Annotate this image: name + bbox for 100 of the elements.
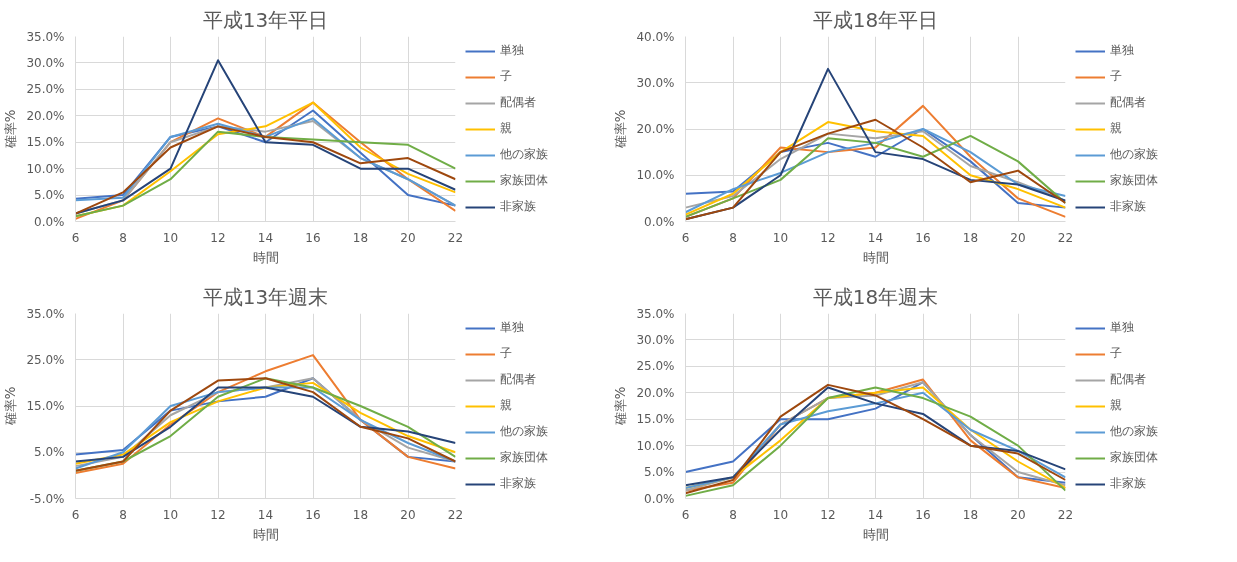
y-tick-label: 35.0% bbox=[26, 29, 65, 44]
legend-label: 親 bbox=[500, 120, 513, 137]
x-tick-label: 6 bbox=[71, 230, 80, 245]
y-tick-label: 25.0% bbox=[26, 82, 65, 97]
y-tick-label: 0.0% bbox=[644, 491, 675, 506]
y-axis-title: 確率% bbox=[613, 109, 629, 150]
y-tick-label: 35.0% bbox=[636, 306, 675, 321]
legend-label: 他の家族 bbox=[1110, 423, 1158, 440]
y-tick-label: 15.0% bbox=[26, 135, 65, 150]
legend-label: 単独 bbox=[500, 42, 524, 59]
y-tick-label: 10.0% bbox=[26, 161, 65, 176]
legend-label: 単独 bbox=[1110, 319, 1134, 336]
legend-label: 配偶者 bbox=[1110, 94, 1146, 111]
x-tick-label: 16 bbox=[305, 507, 321, 522]
x-tick-label: 8 bbox=[729, 507, 737, 522]
x-axis-title: 時間 bbox=[862, 249, 889, 265]
x-tick-label: 6 bbox=[71, 507, 80, 522]
y-tick-label: 20.0% bbox=[26, 108, 65, 123]
y-tick-label: 15.0% bbox=[636, 412, 675, 427]
x-tick-label: 12 bbox=[820, 507, 836, 522]
x-tick-label: 10 bbox=[772, 507, 789, 522]
legend-label: 家族団体 bbox=[500, 172, 548, 189]
x-axis-title: 時間 bbox=[862, 526, 889, 542]
x-tick-label: 18 bbox=[352, 507, 369, 522]
legend-label: 子 bbox=[1110, 68, 1123, 85]
x-tick-label: 16 bbox=[915, 230, 931, 245]
chart-title: 平成18年週末 bbox=[812, 284, 939, 309]
y-tick-label: 30.0% bbox=[636, 332, 675, 347]
y-tick-label: 5.0% bbox=[34, 188, 65, 203]
legend-label: 子 bbox=[500, 68, 513, 85]
y-tick-label: 25.0% bbox=[26, 352, 65, 367]
x-tick-label: 22 bbox=[447, 230, 464, 245]
legend-label: 配偶者 bbox=[1110, 371, 1146, 388]
chart-title: 平成13年週末 bbox=[202, 284, 329, 309]
x-tick-label: 22 bbox=[1057, 507, 1074, 522]
y-tick-label: 10.0% bbox=[636, 438, 675, 453]
legend-label: 非家族 bbox=[1110, 198, 1146, 215]
y-axis-title: 確率% bbox=[613, 386, 629, 427]
x-tick-label: 18 bbox=[962, 507, 979, 522]
y-tick-label: 0.0% bbox=[34, 214, 65, 229]
y-tick-label: 0.0% bbox=[644, 214, 675, 229]
chart-title: 平成18年平日 bbox=[812, 7, 939, 32]
x-tick-label: 20 bbox=[1010, 507, 1026, 522]
y-tick-label: 15.0% bbox=[26, 399, 65, 413]
x-tick-label: 20 bbox=[400, 507, 416, 522]
legend-label: 他の家族 bbox=[1110, 146, 1158, 163]
y-tick-label: 25.0% bbox=[636, 359, 675, 374]
x-tick-label: 14 bbox=[867, 507, 884, 522]
legend-label: 非家族 bbox=[1110, 475, 1146, 492]
legend-label: 他の家族 bbox=[500, 146, 548, 163]
x-tick-label: 16 bbox=[915, 507, 931, 522]
legend-label: 家族団体 bbox=[1110, 449, 1158, 466]
legend-label: 子 bbox=[1110, 345, 1123, 362]
chart-title: 平成13年平日 bbox=[202, 7, 329, 32]
legend-label: 親 bbox=[1110, 120, 1123, 137]
legend-label: 配偶者 bbox=[500, 94, 536, 111]
x-tick-label: 12 bbox=[210, 230, 226, 245]
legend-label: 配偶者 bbox=[500, 371, 536, 388]
x-axis-title: 時間 bbox=[252, 526, 279, 542]
y-tick-label: 30.0% bbox=[26, 55, 65, 70]
x-tick-label: 20 bbox=[400, 230, 416, 245]
x-tick-label: 10 bbox=[162, 507, 179, 522]
y-tick-label: 5.0% bbox=[644, 465, 675, 480]
line-series bbox=[75, 59, 456, 215]
x-tick-label: 8 bbox=[119, 507, 127, 522]
legend-label: 単独 bbox=[1110, 42, 1134, 59]
y-tick-label: 20.0% bbox=[636, 122, 675, 136]
y-axis-title: 確率% bbox=[3, 109, 19, 150]
x-tick-label: 8 bbox=[729, 230, 737, 245]
y-tick-label: 35.0% bbox=[26, 306, 65, 321]
x-tick-label: 16 bbox=[305, 230, 321, 245]
legend-label: 単独 bbox=[500, 319, 524, 336]
x-tick-label: 10 bbox=[162, 230, 179, 245]
legend-label: 親 bbox=[500, 397, 513, 414]
x-tick-label: 6 bbox=[681, 230, 690, 245]
legend-label: 非家族 bbox=[500, 198, 536, 215]
x-tick-label: 10 bbox=[772, 230, 789, 245]
y-tick-label: -5.0% bbox=[29, 491, 65, 506]
x-tick-label: 8 bbox=[119, 230, 127, 245]
x-tick-label: 12 bbox=[210, 507, 226, 522]
x-tick-label: 22 bbox=[447, 507, 464, 522]
x-tick-label: 14 bbox=[867, 230, 884, 245]
y-tick-label: 10.0% bbox=[636, 168, 675, 183]
x-tick-label: 18 bbox=[962, 230, 979, 245]
y-tick-label: 30.0% bbox=[636, 75, 675, 90]
x-tick-label: 14 bbox=[257, 230, 274, 245]
y-axis-title: 確率% bbox=[3, 386, 19, 427]
x-tick-label: 14 bbox=[257, 507, 274, 522]
legend-label: 家族団体 bbox=[1110, 172, 1158, 189]
legend-label: 非家族 bbox=[500, 475, 536, 492]
x-tick-label: 18 bbox=[352, 230, 369, 245]
x-tick-label: 20 bbox=[1010, 230, 1026, 245]
y-tick-label: 20.0% bbox=[636, 385, 675, 400]
y-tick-label: 40.0% bbox=[636, 29, 675, 44]
line-series bbox=[75, 354, 456, 475]
legend-label: 他の家族 bbox=[500, 423, 548, 440]
x-tick-label: 22 bbox=[1057, 230, 1074, 245]
legend-label: 家族団体 bbox=[500, 449, 548, 466]
x-axis-title: 時間 bbox=[252, 249, 279, 265]
x-tick-label: 6 bbox=[681, 507, 690, 522]
